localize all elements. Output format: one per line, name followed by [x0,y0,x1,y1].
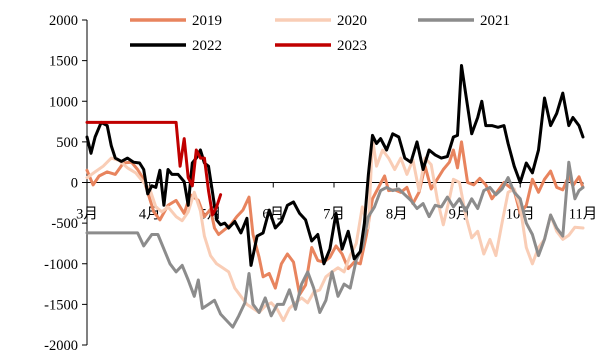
y-tick-label: -1500 [44,297,78,313]
y-tick-label: -500 [51,216,78,232]
y-tick-label: 0 [71,176,78,192]
legend-label-2023: 2023 [337,38,367,54]
legend: 2019 2020 2021 2022 2023 [130,13,510,54]
legend-label-2021: 2021 [480,13,510,29]
y-tick-label: -1000 [44,257,78,273]
y-tick-label: -2000 [44,338,78,354]
series-line-2020 [85,137,585,323]
legend-label-2019: 2019 [192,13,222,29]
series-line-2023 [85,120,223,217]
y-tick-label: 2000 [49,13,78,29]
series-line-2021 [85,160,585,329]
y-tick-label: 500 [56,135,78,151]
x-tick-label: 4月 [139,207,161,223]
y-tick-label: 1000 [49,94,78,110]
x-tick-label: 8月 [386,207,408,223]
legend-label-2020: 2020 [337,13,367,29]
x-tick-label: 11月 [569,207,597,223]
legend-label-2022: 2022 [192,38,222,54]
series-layer [85,64,585,329]
x-tick-label: 3月 [76,207,98,223]
y-tick-label: 1500 [49,54,78,70]
x-tick-label: 7月 [323,207,345,223]
series-line-2022 [85,64,585,267]
